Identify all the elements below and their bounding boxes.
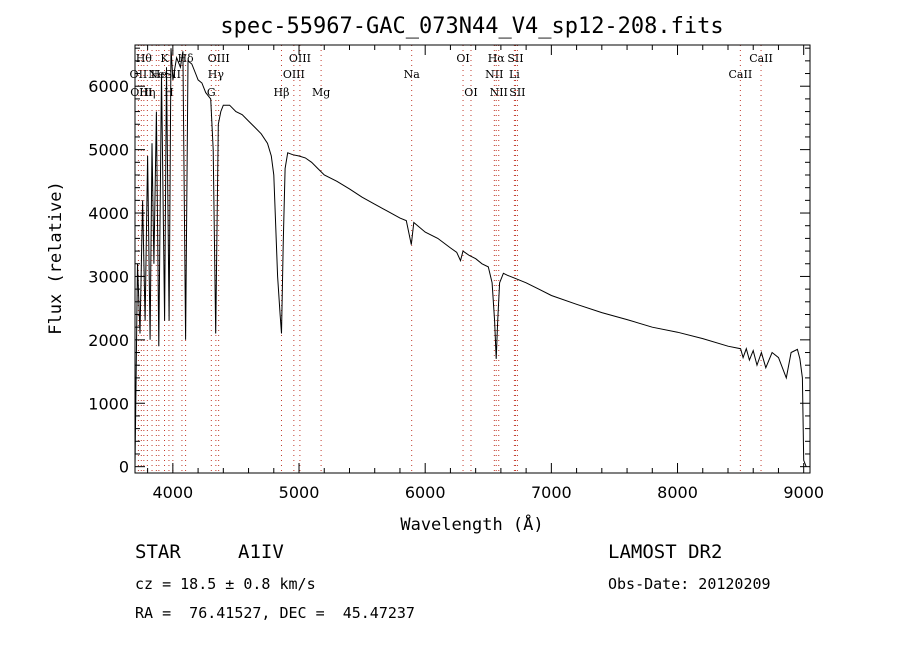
line-marker-label: OIII	[130, 86, 152, 99]
line-marker-label: Mg	[312, 86, 330, 99]
line-marker-label: CaII	[729, 68, 753, 81]
y-axis-label: Flux (relative)	[46, 181, 66, 335]
line-marker-label: OI	[456, 52, 469, 65]
redshift-line: cz = 18.5 ± 0.8 km/s	[135, 575, 316, 593]
line-marker-label: CaII	[749, 52, 773, 65]
line-marker-label: He	[151, 68, 167, 81]
object-type: STAR	[135, 541, 181, 563]
line-marker-label: Hγ	[208, 68, 225, 81]
axis-ticks: 4000 5000 6000 7000 8000 9000 0 1000 2000 3000 400…	[88, 45, 824, 502]
line-marker-label: G	[207, 86, 216, 99]
line-marker-label: SII	[509, 86, 525, 99]
line-marker-label: Li	[509, 68, 520, 81]
y-tick-label: 1000	[88, 394, 129, 413]
chart-title: spec-55967-GAC_073N44_V4_sp12-208.fits	[220, 14, 723, 39]
line-marker-label: NII	[490, 86, 508, 99]
object-subclass: A1IV	[238, 541, 284, 563]
line-marker-label: OIII	[208, 52, 230, 65]
y-tick-label: 2000	[88, 331, 129, 350]
line-marker-label: Hβ	[274, 86, 290, 99]
y-tick-label: 5000	[88, 141, 129, 160]
line-marker-label: Hα	[488, 52, 506, 65]
y-tick-label: 6000	[88, 77, 129, 96]
x-tick-label: 9000	[783, 483, 824, 502]
y-tick-label: 3000	[88, 267, 129, 286]
line-marker-label: Ne	[148, 68, 164, 81]
coords-line: RA = 76.41527, DEC = 45.47237	[135, 604, 415, 622]
y-tick-label: 4000	[88, 204, 129, 223]
line-marker-label: H	[164, 86, 174, 99]
survey-name: LAMOST DR2	[608, 541, 723, 563]
obs-date-line: Obs-Date: 20120209	[608, 575, 771, 593]
line-marker-label: Hδ	[177, 52, 194, 65]
line-marker-label: OI	[464, 86, 477, 99]
x-tick-label: 8000	[657, 483, 698, 502]
line-marker-label: OII	[130, 68, 148, 81]
x-tick-label: 6000	[405, 483, 446, 502]
line-marker-label: K	[160, 52, 169, 65]
x-axis-label: Wavelength (Å)	[400, 513, 543, 535]
line-marker-label: Hθ	[136, 52, 153, 65]
spectrum-line	[134, 48, 807, 467]
line-marker-label: OIII	[289, 52, 311, 65]
x-tick-label: 7000	[531, 483, 572, 502]
y-tick-label: 0	[119, 458, 129, 477]
plot-frame	[134, 44, 811, 474]
line-marker-label: Hη	[139, 86, 155, 99]
line-marker-label: NII	[485, 68, 503, 81]
line-marker-label: SII	[507, 52, 523, 65]
x-tick-label: 5000	[279, 483, 320, 502]
line-marker-label: OIII	[283, 68, 305, 81]
x-tick-label: 4000	[152, 483, 193, 502]
line-marker-label: Na	[404, 68, 421, 81]
